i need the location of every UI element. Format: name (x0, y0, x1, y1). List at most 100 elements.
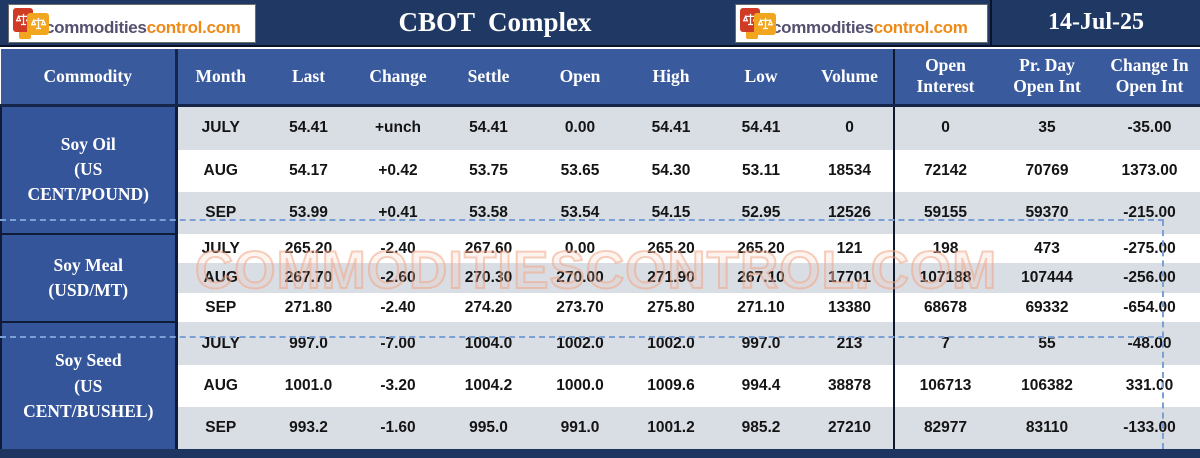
data-cell: 995.0 (443, 406, 534, 449)
balance-scale-icon (740, 7, 778, 41)
data-cell: 54.41 (626, 105, 716, 151)
data-cell: 0 (806, 105, 895, 151)
data-cell: -256.00 (1098, 263, 1200, 293)
data-cell: 1373.00 (1098, 150, 1200, 193)
data-cell: -7.00 (353, 322, 443, 365)
price-table: Commodity Month Last Change Settle Open High Lo… (0, 49, 1200, 449)
month-cell: JULY (176, 105, 264, 151)
data-cell: 54.30 (626, 150, 716, 193)
data-cell: 53.65 (534, 150, 626, 193)
data-cell: 0.00 (534, 233, 626, 264)
month-cell: AUG (176, 364, 264, 407)
data-cell: 54.41 (443, 105, 534, 151)
data-cell: 270.00 (534, 263, 626, 293)
data-cell: 82977 (894, 406, 996, 449)
data-cell: 106382 (996, 364, 1098, 407)
data-cell: 107188 (894, 263, 996, 293)
table-row: AUG 267.70 -2.60 270.30 270.00 271.90 267.10 17… (1, 263, 1200, 293)
data-cell: 274.20 (443, 292, 534, 323)
col-header-month: Month (176, 49, 264, 107)
data-cell: 1004.2 (443, 364, 534, 407)
data-cell: -2.40 (353, 233, 443, 264)
col-header-last: Last (264, 49, 353, 107)
data-cell: 0.00 (534, 105, 626, 151)
balance-scale-icon (13, 7, 51, 41)
data-cell: 275.80 (626, 292, 716, 323)
data-cell: 271.10 (716, 292, 806, 323)
data-cell: 991.0 (534, 406, 626, 449)
data-cell: 997.0 (716, 322, 806, 365)
data-cell: -275.00 (1098, 233, 1200, 264)
data-cell: 27210 (806, 406, 895, 449)
col-header-low: Low (716, 49, 806, 107)
data-cell: 52.95 (716, 192, 806, 234)
data-cell: 1001.0 (264, 364, 353, 407)
data-cell: 1009.6 (626, 364, 716, 407)
table-row: Soy Meal (USD/MT) JULY 265.20 -2.40 267.60 0.0… (0, 232, 1200, 323)
data-cell: 83110 (996, 406, 1098, 449)
data-cell: -1.60 (353, 406, 443, 449)
page-title: CBOT Complex (398, 7, 592, 37)
data-cell: 1002.0 (626, 322, 716, 365)
data-cell: 1004.0 (443, 322, 534, 365)
data-cell: 1001.2 (626, 406, 716, 449)
data-cell: 1000.0 (534, 364, 626, 407)
table-row: SEP 53.99 +0.41 53.58 53.54 54.15 52.95 12526 59… (1, 192, 1200, 234)
data-cell: 7 (894, 322, 996, 365)
month-cell: SEP (176, 192, 264, 234)
data-cell: 70769 (996, 150, 1098, 193)
data-cell: 54.17 (264, 150, 353, 193)
data-cell: 213 (806, 322, 895, 365)
col-header-volume: Volume (806, 49, 895, 107)
table-row: AUG 54.17 +0.42 53.75 53.65 54.30 53.11 18534 72… (1, 150, 1200, 193)
commodity-cell-soy-meal: Soy Meal (USD/MT) (0, 232, 178, 323)
col-header-commodity: Commodity (1, 49, 178, 107)
data-cell: -48.00 (1098, 322, 1200, 365)
col-header-change: Change (353, 49, 443, 107)
col-header-high: High (626, 49, 716, 107)
data-cell: 55 (996, 322, 1098, 365)
data-cell: -133.00 (1098, 406, 1200, 449)
logo-wordmark: commoditiescontrol.com (772, 17, 968, 37)
data-cell: 993.2 (264, 406, 353, 449)
table-row: Soy Seed (US CENT/BUSHEL) JULY 997.0 -7.00 100… (0, 321, 1200, 449)
col-header-open: Open (534, 49, 626, 107)
commodity-cell-soy-seed: Soy Seed (US CENT/BUSHEL) (0, 321, 178, 449)
table-row: AUG 1001.0 -3.20 1004.2 1000.0 1009.6 994.4 388… (1, 364, 1200, 407)
col-header-open-interest: Open Interest (894, 49, 996, 107)
data-cell: 267.10 (716, 263, 806, 293)
data-cell: 68678 (894, 292, 996, 323)
month-cell: AUG (176, 263, 264, 293)
data-cell: 265.20 (716, 233, 806, 264)
data-cell: 53.11 (716, 150, 806, 193)
data-cell: +0.42 (353, 150, 443, 193)
data-cell: 72142 (894, 150, 996, 193)
table-row: Soy Oil (US CENT/POUND) JULY 54.41 +unch 54.41… (0, 104, 1200, 234)
table-row: SEP 993.2 -1.60 995.0 991.0 1001.2 985.2 27210 8… (1, 406, 1200, 449)
commoditiescontrol-logo-left: commoditiescontrol.com (8, 4, 256, 43)
data-cell: 54.15 (626, 192, 716, 234)
col-header-settle: Settle (443, 49, 534, 107)
data-cell: 265.20 (626, 233, 716, 264)
table-row: SEP 271.80 -2.40 274.20 273.70 275.80 271.10 13… (1, 292, 1200, 323)
data-cell: 985.2 (716, 406, 806, 449)
data-cell: 0 (894, 105, 996, 151)
data-cell: 54.41 (716, 105, 806, 151)
data-cell: 267.70 (264, 263, 353, 293)
data-cell: 59370 (996, 192, 1098, 234)
data-cell: +0.41 (353, 192, 443, 234)
data-cell: -654.00 (1098, 292, 1200, 323)
data-cell: 12526 (806, 192, 895, 234)
month-cell: JULY (176, 233, 264, 264)
data-cell: 35 (996, 105, 1098, 151)
data-cell: 69332 (996, 292, 1098, 323)
data-cell: 18534 (806, 150, 895, 193)
data-cell: 271.80 (264, 292, 353, 323)
data-cell: 198 (894, 233, 996, 264)
data-cell: 38878 (806, 364, 895, 407)
top-banner: commoditiescontrol.com CBOT Complex comm… (0, 0, 1200, 47)
data-cell: 121 (806, 233, 895, 264)
data-cell: 271.90 (626, 263, 716, 293)
logo-wordmark: commoditiescontrol.com (45, 17, 241, 37)
